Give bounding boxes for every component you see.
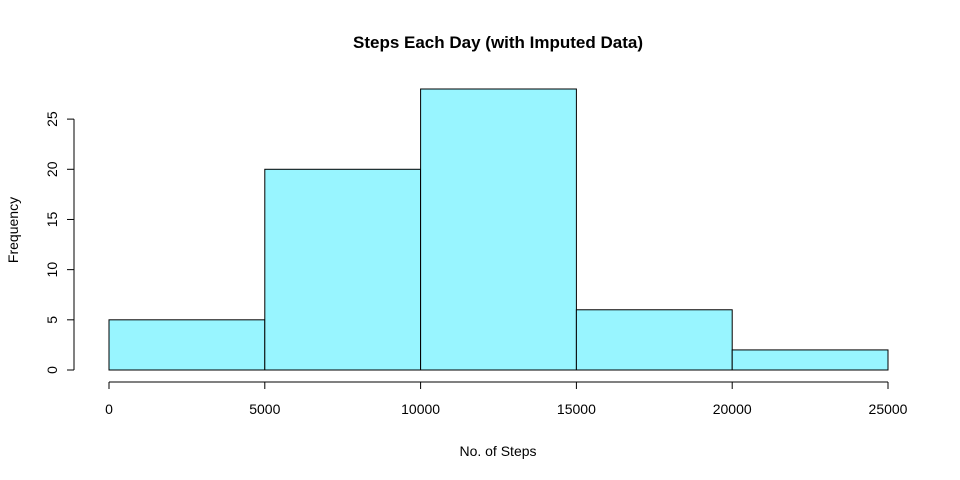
x-tick-label-5: 25000 (869, 401, 908, 417)
y-tick-label-5: 25 (44, 111, 60, 127)
y-tick-label-2: 10 (44, 262, 60, 278)
x-tick-label-3: 15000 (557, 401, 596, 417)
x-axis: 0 5000 10000 15000 20000 25000 (105, 381, 908, 417)
x-axis-label: No. of Steps (459, 443, 536, 459)
y-axis-label: Frequency (5, 197, 21, 263)
x-tick-label-0: 0 (105, 401, 113, 417)
y-tick-label-4: 20 (44, 161, 60, 177)
bars-group (108, 88, 889, 371)
histogram-bar-3 (575, 309, 733, 371)
y-tick-label-3: 15 (44, 211, 60, 227)
x-tick-label-1: 5000 (249, 401, 280, 417)
chart-title: Steps Each Day (with Imputed Data) (353, 33, 643, 52)
histogram-bar-0 (108, 319, 266, 371)
histogram-bar-2 (420, 88, 577, 371)
histogram-bar-4 (731, 349, 889, 371)
x-tick-label-2: 10000 (401, 401, 440, 417)
y-tick-label-1: 5 (44, 316, 60, 324)
y-tick-label-0: 0 (44, 366, 60, 374)
x-tick-label-4: 20000 (713, 401, 752, 417)
histogram-bar-1 (264, 168, 422, 371)
y-axis: 0 5 10 15 20 25 (44, 111, 75, 374)
